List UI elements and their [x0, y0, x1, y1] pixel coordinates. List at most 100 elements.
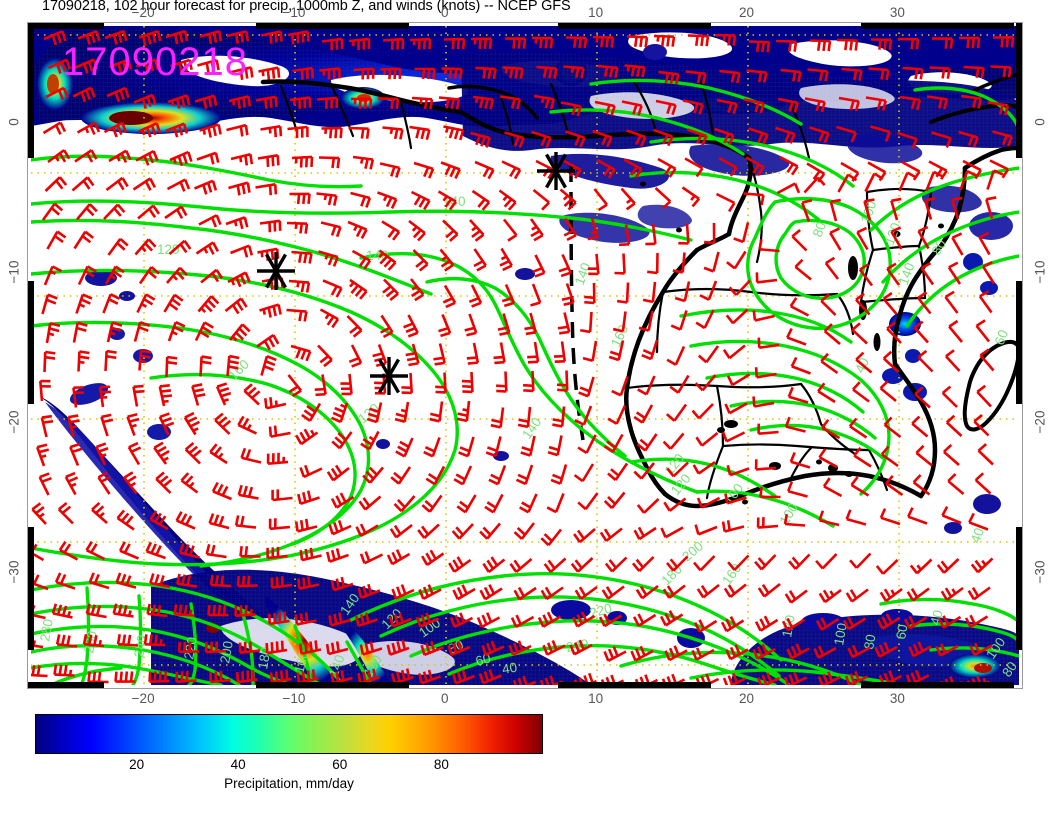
wind-barb	[137, 204, 161, 220]
wind-barb	[40, 414, 54, 438]
wind-barb	[476, 612, 501, 629]
wind-barb	[947, 261, 962, 285]
wind-barb	[418, 584, 442, 600]
colorbar-tick: 80	[433, 757, 449, 772]
wind-barb	[482, 556, 506, 574]
wind-barb	[913, 320, 929, 344]
wind-barb	[879, 380, 897, 403]
svg-text:280: 280	[37, 618, 56, 643]
wind-barb	[394, 401, 410, 423]
wind-barb	[177, 641, 200, 654]
wind-barb	[714, 127, 735, 146]
wind-barb	[377, 97, 400, 110]
wind-barb	[845, 509, 867, 526]
wind-barb	[199, 30, 223, 45]
wind-barb	[318, 250, 339, 267]
wind-barb	[803, 176, 826, 194]
wind-barb	[67, 414, 80, 437]
wind-barb	[992, 130, 1014, 147]
wind-barb	[184, 442, 202, 465]
wind-barb	[695, 309, 715, 330]
wind-barb	[776, 182, 801, 195]
wind-barb	[945, 349, 961, 372]
wind-barb	[987, 101, 1010, 116]
wind-barb	[74, 58, 99, 74]
wind-barb	[931, 131, 952, 149]
wind-barb	[815, 617, 840, 631]
wind-barb	[292, 66, 315, 80]
wind-barb	[614, 253, 626, 275]
wind-barb	[703, 251, 720, 273]
wind-barb	[346, 315, 363, 338]
wind-barb	[684, 157, 704, 178]
wind-barb	[349, 278, 368, 300]
wind-barb	[479, 522, 501, 540]
wind-barb	[623, 158, 643, 179]
axis-bar-right	[1016, 23, 1022, 158]
wind-barb	[522, 370, 535, 393]
wind-barb	[725, 308, 749, 325]
wind-barb	[657, 157, 677, 178]
wind-barb	[259, 219, 282, 233]
wind-barb	[598, 613, 623, 628]
axis-bar-right	[1016, 281, 1022, 404]
wind-barb	[757, 337, 780, 349]
wind-barb	[546, 493, 565, 514]
wind-barb	[611, 376, 629, 397]
wind-barb	[115, 572, 137, 589]
wind-barb	[287, 125, 309, 139]
wind-barb	[969, 642, 993, 657]
wind-barb	[597, 64, 619, 79]
wind-barb	[258, 66, 281, 80]
wind-barb	[940, 586, 964, 601]
wind-barb	[442, 284, 457, 309]
svg-text:140: 140	[519, 415, 544, 442]
wind-barb	[420, 641, 444, 657]
wind-barb	[704, 222, 716, 245]
wind-barb	[817, 382, 836, 404]
wind-barb	[501, 160, 522, 180]
wind-barb	[102, 293, 121, 314]
wind-barb	[724, 402, 748, 415]
wind-barb	[260, 30, 283, 44]
wind-barb	[381, 220, 401, 241]
wind-barb	[440, 161, 461, 179]
wind-barb	[51, 603, 73, 619]
wind-barb	[211, 481, 232, 501]
wind-barb	[903, 615, 928, 630]
wind-barb	[77, 265, 97, 286]
wind-barb	[941, 385, 958, 408]
wind-barb	[322, 279, 343, 298]
wind-barb	[390, 466, 412, 485]
wind-barb	[103, 203, 126, 220]
wind-barb	[259, 303, 282, 318]
wind-barb	[573, 528, 596, 544]
x-axis-tick-top: 10	[588, 5, 604, 20]
axis-bar-top	[28, 23, 104, 29]
wind-barb	[786, 643, 810, 660]
wind-barb	[565, 36, 588, 49]
wind-barb	[664, 645, 688, 662]
wind-barb	[890, 226, 903, 250]
wind-barb	[691, 647, 715, 661]
wind-barb	[752, 643, 776, 660]
svg-text:120: 120	[779, 614, 798, 639]
wind-barb	[829, 227, 842, 251]
axis-bar-bottom	[861, 682, 1014, 688]
wind-barb	[167, 94, 191, 109]
wind-barb	[123, 471, 138, 495]
wind-barb	[879, 587, 903, 603]
wind-barb	[286, 308, 308, 322]
wind-barb	[659, 610, 684, 627]
wind-barb	[72, 386, 85, 408]
wind-barb	[153, 441, 170, 465]
wind-barb	[389, 523, 413, 539]
wind-barb	[977, 443, 994, 466]
x-axis-tick-bottom: 0	[441, 691, 449, 706]
wind-barb	[143, 634, 166, 647]
wind-barb	[165, 122, 189, 138]
wind-barb	[990, 65, 1012, 78]
wind-barb	[410, 190, 431, 211]
wind-barb	[193, 179, 218, 195]
wind-barb	[191, 383, 206, 406]
